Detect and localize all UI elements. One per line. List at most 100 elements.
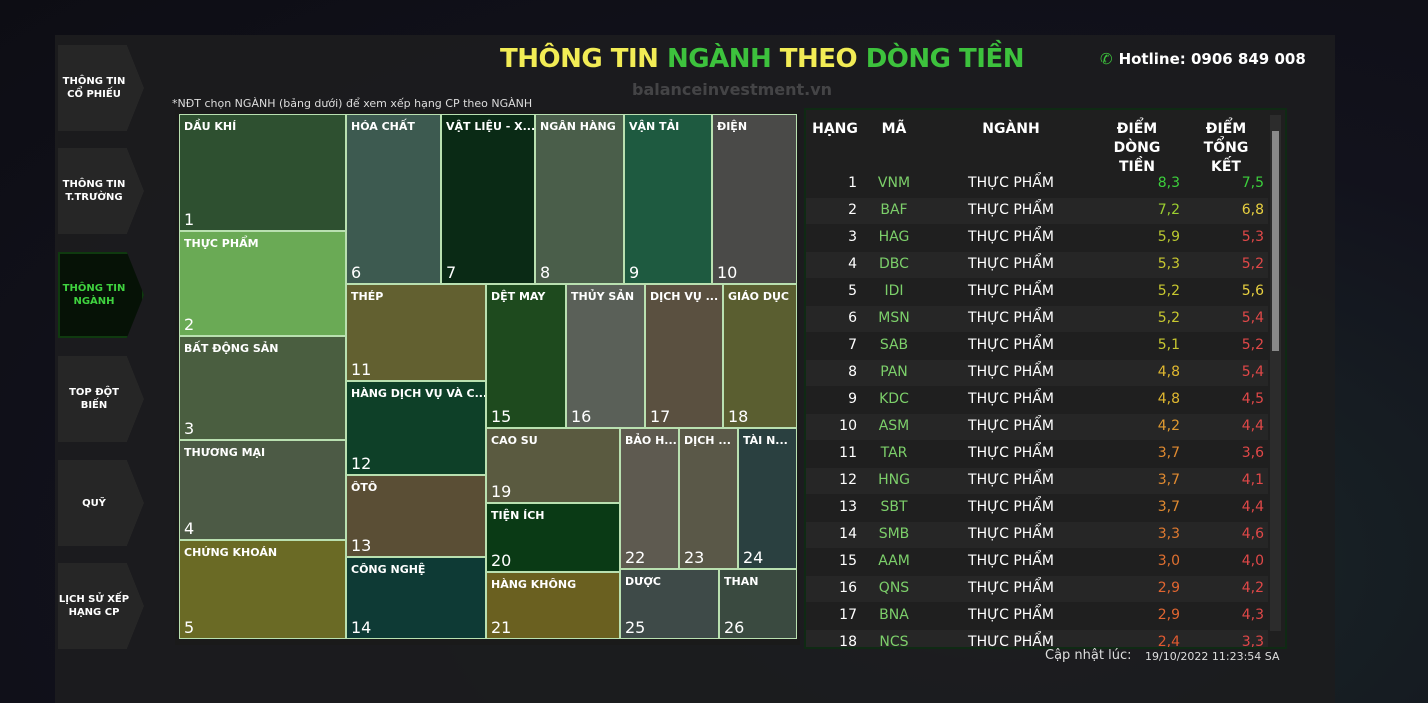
tile-rank: 9 — [629, 263, 640, 282]
flow-score: 5,1 — [1157, 337, 1180, 353]
treemap-tile[interactable]: THƯƠNG MẠI 4 — [179, 440, 346, 540]
sector-cell: THỰC PHẨM — [968, 364, 1054, 380]
treemap-tile[interactable]: BẤT ĐỘNG SẢN 3 — [179, 336, 346, 440]
treemap-tile[interactable]: HÀNG KHÔNG 21 — [486, 572, 620, 639]
nav-button[interactable]: QUỸ — [58, 460, 144, 546]
treemap-tile[interactable]: DƯỢC 25 — [620, 569, 719, 639]
tile-label: HÓA CHẤT — [351, 120, 415, 133]
treemap-tile[interactable]: CÔNG NGHỆ 14 — [346, 557, 486, 639]
nav-button[interactable]: LỊCH SỬ XẾP HẠNG CP — [58, 563, 144, 649]
table-row[interactable] — [806, 279, 1268, 305]
tile-label: CHỨNG KHOÁN — [184, 546, 278, 559]
treemap-tile[interactable]: DẦU KHÍ 1 — [179, 114, 346, 231]
treemap-tile[interactable]: ĐIỆN 10 — [712, 114, 797, 284]
total-score: 4,1 — [1241, 472, 1264, 488]
nav-button[interactable]: THÔNG TIN NGÀNH — [58, 252, 144, 338]
treemap-tile[interactable]: DỆT MAY 15 — [486, 284, 566, 428]
column-header[interactable]: ĐIỂM TỔNG KẾT — [1203, 121, 1249, 175]
table-row[interactable] — [806, 414, 1268, 440]
scrollbar[interactable] — [1270, 115, 1281, 631]
flow-score: 4,8 — [1157, 391, 1180, 407]
code-cell: TAR — [880, 445, 908, 461]
treemap-tile[interactable]: THỦY SẢN 16 — [566, 284, 645, 428]
total-score: 4,5 — [1241, 391, 1264, 407]
table-row[interactable] — [806, 387, 1268, 413]
tile-rank: 1 — [184, 210, 195, 229]
tile-label: THƯƠNG MẠI — [184, 446, 266, 459]
code-cell: BNA — [879, 607, 909, 623]
update-label: Cập nhật lúc: — [1045, 648, 1132, 663]
table-row[interactable] — [806, 441, 1268, 467]
treemap-tile[interactable]: HÀNG DỊCH VỤ VÀ C... 12 — [346, 381, 486, 475]
tile-label: VẬT LIỆU - X... — [446, 120, 535, 133]
column-header[interactable]: MÃ — [881, 121, 907, 137]
table-row[interactable] — [806, 522, 1268, 548]
treemap-tile[interactable]: ÔTÔ 13 — [346, 475, 486, 557]
page-title: THÔNG TIN NGÀNH THEO DÒNG TIỀN — [500, 44, 1025, 74]
rank-cell: 13 — [839, 499, 857, 515]
table-row[interactable] — [806, 549, 1268, 575]
nav-button[interactable]: THÔNG TIN CỔ PHIẾU — [58, 45, 144, 131]
tile-label: ÔTÔ — [351, 481, 378, 494]
code-cell: ASM — [878, 418, 910, 434]
rank-cell: 8 — [848, 364, 857, 380]
treemap-tile[interactable]: TIỆN ÍCH 20 — [486, 503, 620, 572]
treemap-tile[interactable]: GIÁO DỤC 18 — [723, 284, 797, 428]
rank-cell: 14 — [839, 526, 857, 542]
tile-label: NGÂN HÀNG — [540, 120, 616, 133]
table-row[interactable] — [806, 495, 1268, 521]
treemap-tile[interactable]: THÉP 11 — [346, 284, 486, 381]
tile-label: TIỆN ÍCH — [491, 509, 545, 522]
column-header[interactable]: HẠNG — [812, 121, 858, 137]
nav-button[interactable]: TOP ĐỘT BIẾN — [58, 356, 144, 442]
tile-rank: 15 — [491, 407, 512, 426]
code-cell: VNM — [877, 175, 911, 191]
tile-label: THÉP — [351, 290, 384, 303]
total-score: 5,4 — [1241, 364, 1264, 380]
treemap-tile[interactable]: VẬN TẢI 9 — [624, 114, 712, 284]
sector-cell: THỰC PHẨM — [968, 607, 1054, 623]
table-row[interactable] — [806, 333, 1268, 359]
table-row[interactable] — [806, 225, 1268, 251]
column-header[interactable]: ĐIỂM DÒNG TIỀN — [1113, 121, 1161, 175]
total-score: 5,6 — [1241, 283, 1264, 299]
rank-cell: 16 — [839, 580, 857, 596]
flow-score: 3,7 — [1157, 499, 1180, 515]
tile-label: ĐIỆN — [717, 120, 748, 133]
treemap-tile[interactable]: NGÂN HÀNG 8 — [535, 114, 624, 284]
nav-button[interactable]: THÔNG TIN T.TRƯỜNG — [58, 148, 144, 234]
treemap-tile[interactable]: THỰC PHẨM 2 — [179, 231, 346, 336]
flow-score: 8,3 — [1157, 175, 1180, 191]
treemap-tile[interactable]: CAO SU 19 — [486, 428, 620, 503]
code-cell: BAF — [880, 202, 908, 218]
scroll-thumb[interactable] — [1272, 131, 1279, 351]
table-row[interactable] — [806, 171, 1268, 197]
table-row[interactable] — [806, 630, 1268, 647]
treemap-tile[interactable]: HÓA CHẤT 6 — [346, 114, 441, 284]
table-row[interactable] — [806, 468, 1268, 494]
table-row[interactable] — [806, 198, 1268, 224]
column-header[interactable]: NGÀNH — [982, 121, 1040, 137]
total-score: 4,2 — [1241, 580, 1264, 596]
treemap-tile[interactable]: BẢO H... 22 — [620, 428, 679, 569]
rank-cell: 15 — [839, 553, 857, 569]
flow-score: 3,3 — [1157, 526, 1180, 542]
table-row[interactable] — [806, 603, 1268, 629]
table-row[interactable] — [806, 360, 1268, 386]
total-score: 3,3 — [1241, 634, 1264, 647]
table-row[interactable] — [806, 576, 1268, 602]
treemap-tile[interactable]: TÀI N... 24 — [738, 428, 797, 569]
treemap-tile[interactable]: DỊCH ... 23 — [679, 428, 738, 569]
table-row[interactable] — [806, 252, 1268, 278]
table-row[interactable] — [806, 306, 1268, 332]
code-cell: AAM — [878, 553, 910, 569]
rank-cell: 11 — [839, 445, 857, 461]
tile-rank: 20 — [491, 551, 512, 570]
treemap-tile[interactable]: CHỨNG KHOÁN 5 — [179, 540, 346, 639]
tile-rank: 8 — [540, 263, 551, 282]
treemap-tile[interactable]: THAN 26 — [719, 569, 797, 639]
treemap-tile[interactable]: VẬT LIỆU - X... 7 — [441, 114, 535, 284]
hotline[interactable]: ✆ Hotline: 0906 849 008 — [1100, 50, 1306, 68]
sector-cell: THỰC PHẨM — [968, 553, 1054, 569]
treemap-tile[interactable]: DỊCH VỤ ... 17 — [645, 284, 723, 428]
